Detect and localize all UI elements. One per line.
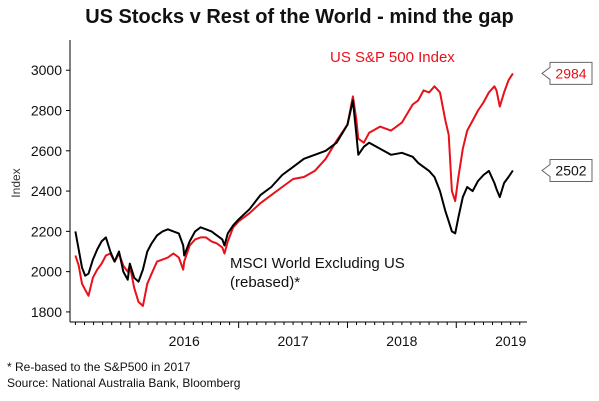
msci-value-callout [541,159,593,183]
footnotes: * Re-based to the S&P500 in 2017 Source:… [7,359,240,391]
y-tick-label: 1800 [31,304,62,320]
y-tick-label: 2200 [31,223,62,239]
sp500-line [74,72,514,307]
y-tick-label: 2800 [31,103,62,119]
msci-series-label-line1: MSCI World Excluding US [230,255,405,272]
x-tick-label: 2016 [169,333,200,349]
sp500-last-value: 2984 [555,65,586,81]
axes: 1800 2000 2200 2400 2600 2800 3000 2016 2017 2018… [31,40,527,349]
chart-title: US Stocks v Rest of the World - mind the… [85,6,514,28]
series-lines [74,72,514,307]
msci-series-label-line2: (rebased)* [230,274,300,291]
x-tick-label: 2019 [495,333,526,349]
x-tick-label: 2018 [386,333,417,349]
y-tick-label: 2400 [31,183,62,199]
x-tick-label: 2017 [277,333,308,349]
y-tick-label: 3000 [31,62,62,78]
footnote-rebased: * Re-based to the S&P500 in 2017 [7,360,191,374]
annotations: 2984 2502 US S&P 500 Index MSCI World Exclu… [230,49,593,291]
msci-line [74,99,514,283]
sp500-series-label: US S&P 500 Index [330,49,455,66]
sp500-value-callout [541,61,593,85]
msci-last-value: 2502 [555,163,586,179]
y-tick-label: 2000 [31,264,62,280]
y-tick-label: 2600 [31,143,62,159]
source-note: Source: National Australia Bank, Bloombe… [7,376,241,390]
